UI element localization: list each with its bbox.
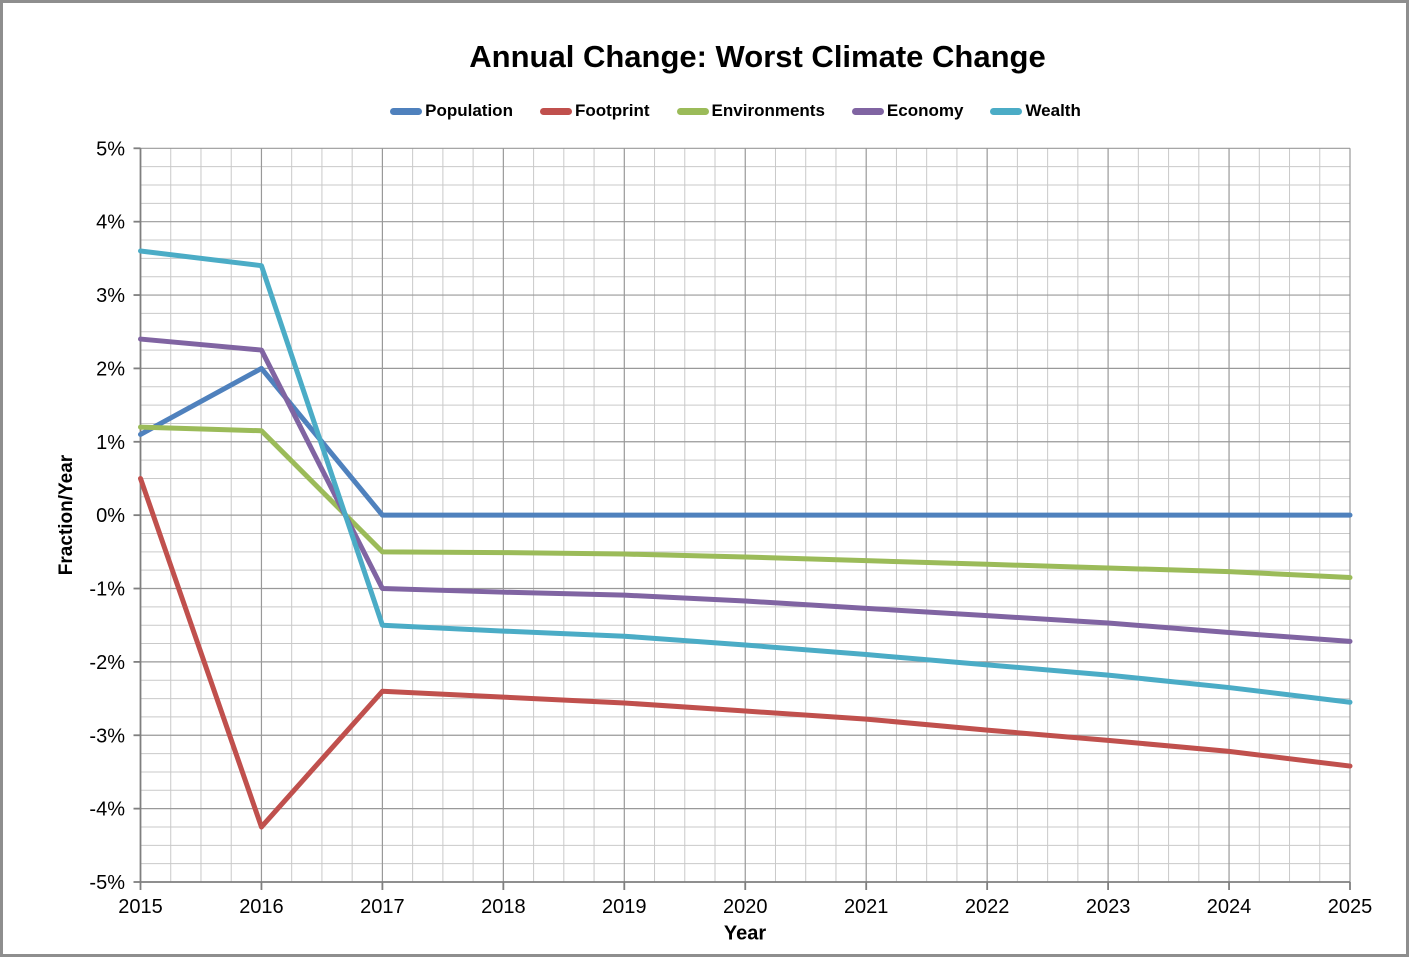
x-axis-tick-label: 2024	[1207, 896, 1252, 918]
series-line-footprint	[138, 475, 1353, 830]
y-axis-tick-label: -1%	[89, 579, 125, 601]
y-axis-tick-label: 0%	[96, 505, 125, 527]
y-axis-tick-label: 5%	[96, 138, 125, 160]
x-axis-tick-label: 2022	[965, 896, 1010, 918]
legend-label: Economy	[886, 101, 964, 120]
chart-legend: Population Footprint Environments Economy We…	[81, 101, 1390, 121]
legend-label: Footprint	[574, 101, 650, 120]
y-axis-tick-label: 4%	[96, 212, 125, 234]
series-line-wealth	[138, 248, 1353, 705]
legend-item-footprint: Footprint	[539, 101, 650, 121]
legend-swatch-icon	[676, 107, 709, 115]
y-axis-tick-labels: 5% 4% 3% 2% 1% 0% -1% -2% -3% -4% -5%	[89, 138, 125, 894]
line-chart: 5%4%3%2%1%0%-1%-2%-3%-4%-5%2015 2016 2017 2…	[89, 138, 1372, 918]
axes	[133, 147, 1351, 890]
legend-item-economy: Economy	[851, 101, 964, 121]
legend-swatch-icon	[851, 107, 884, 115]
x-axis-tick-label: 2015	[118, 896, 163, 918]
legend-swatch-icon	[990, 107, 1023, 115]
y-axis-tick-label: -5%	[89, 872, 125, 894]
y-axis-tick-label: -2%	[89, 652, 125, 674]
legend-label: Population	[425, 101, 513, 120]
x-axis-tick-label: 2020	[723, 896, 768, 918]
y-axis-tick-label: -3%	[89, 725, 125, 747]
y-axis-tick-label: 1%	[96, 432, 125, 454]
x-axis-tick-label: 2016	[239, 896, 284, 918]
x-axis-tick-labels: 2015 2016 2017 2018 2019 2020 2021 2022 2023 2024…	[118, 896, 1372, 918]
legend-swatch-icon	[539, 107, 572, 115]
x-axis-tick-label: 2018	[481, 896, 526, 918]
series-lines	[138, 248, 1353, 830]
x-axis-tick-label: 2025	[1328, 896, 1373, 918]
legend-label: Environments	[711, 101, 825, 120]
x-axis-tick-label: 2019	[602, 896, 647, 918]
legend-item-environments: Environments	[676, 101, 825, 121]
legend-item-wealth: Wealth	[990, 101, 1081, 121]
x-axis-tick-label: 2023	[1086, 896, 1131, 918]
legend-swatch-icon	[390, 107, 423, 115]
y-axis-tick-label: 2%	[96, 358, 125, 380]
y-axis-title: Fraction/Year	[56, 454, 77, 576]
series-line-population	[138, 365, 1353, 518]
x-axis-tick-label: 2021	[844, 896, 889, 918]
legend-item-population: Population	[390, 101, 513, 121]
y-axis-tick-label: 3%	[96, 285, 125, 307]
y-axis-tick-label: -4%	[89, 799, 125, 821]
chart-title: Annual Change: Worst Climate Change	[469, 39, 1046, 74]
x-axis-title: Year	[723, 922, 767, 945]
x-axis-tick-label: 2017	[360, 896, 405, 918]
legend-label: Wealth	[1025, 101, 1081, 120]
